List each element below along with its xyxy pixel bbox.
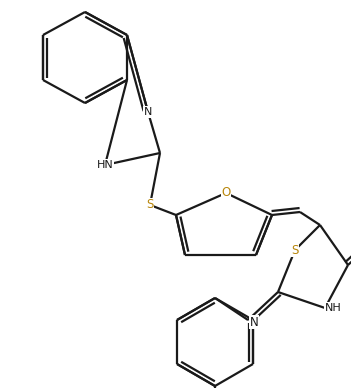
Text: HN: HN [97, 160, 113, 170]
Text: O: O [221, 187, 231, 199]
Text: N: N [250, 315, 258, 329]
Text: NH: NH [325, 303, 342, 313]
Text: S: S [291, 244, 299, 256]
Text: N: N [144, 107, 152, 117]
Text: S: S [146, 199, 154, 211]
